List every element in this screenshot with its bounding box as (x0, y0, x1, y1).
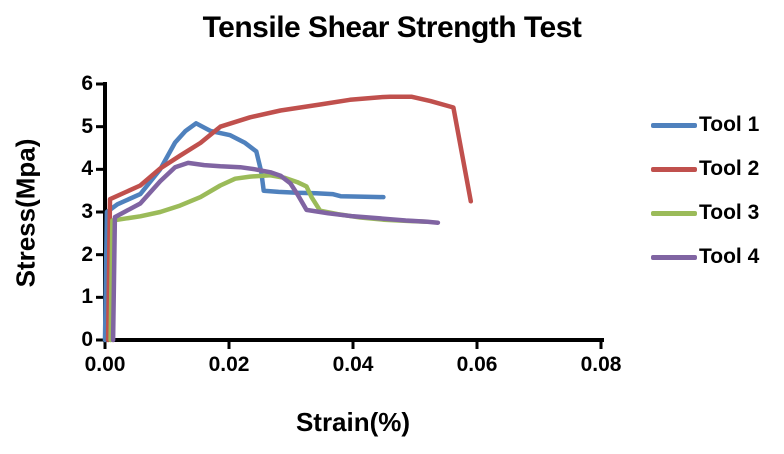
series-line-tool-2 (105, 94, 474, 343)
y-tick-label: 3 (81, 200, 93, 223)
legend-item-tool-1: Tool 1 (651, 103, 759, 147)
legend-line-swatch (651, 122, 697, 128)
series-line-tool-4 (110, 160, 441, 343)
legend-label: Tool 4 (699, 245, 760, 268)
y-tick-label: 6 (81, 72, 93, 95)
legend-label: Tool 2 (699, 157, 760, 180)
series-line-tool-1 (102, 121, 386, 343)
y-tick-label: 4 (81, 157, 93, 181)
legend-label: Tool 1 (699, 113, 760, 136)
legend-line-swatch (651, 166, 697, 172)
y-tick-label: 1 (81, 285, 93, 309)
x-tick-label: 0.08 (580, 353, 622, 376)
y-tick-label: 0 (81, 328, 93, 351)
legend-item-tool-2: Tool 2 (651, 147, 759, 191)
x-tick-label: 0.04 (332, 353, 374, 376)
x-tick-label: 0.02 (208, 353, 250, 376)
legend-item-tool-3: Tool 3 (651, 191, 759, 235)
y-axis-title: Stress(Mpa) (10, 138, 41, 288)
legend-line-swatch (651, 210, 697, 216)
x-tick-label: 0.06 (456, 353, 498, 376)
legend-label: Tool 3 (699, 201, 760, 224)
legend: Tool 1 Tool 2 Tool 3 Tool 4 (651, 103, 759, 279)
x-tick-label: 0.00 (84, 353, 126, 376)
series-line-tool-3 (108, 173, 430, 343)
y-tick-label: 5 (81, 114, 93, 138)
chart-title: Tensile Shear Strength Test (202, 11, 582, 44)
legend-line-swatch (651, 254, 697, 260)
legend-item-tool-4: Tool 4 (651, 235, 759, 279)
y-tick-label: 2 (81, 242, 93, 266)
x-axis-title: Strain(%) (295, 407, 411, 437)
